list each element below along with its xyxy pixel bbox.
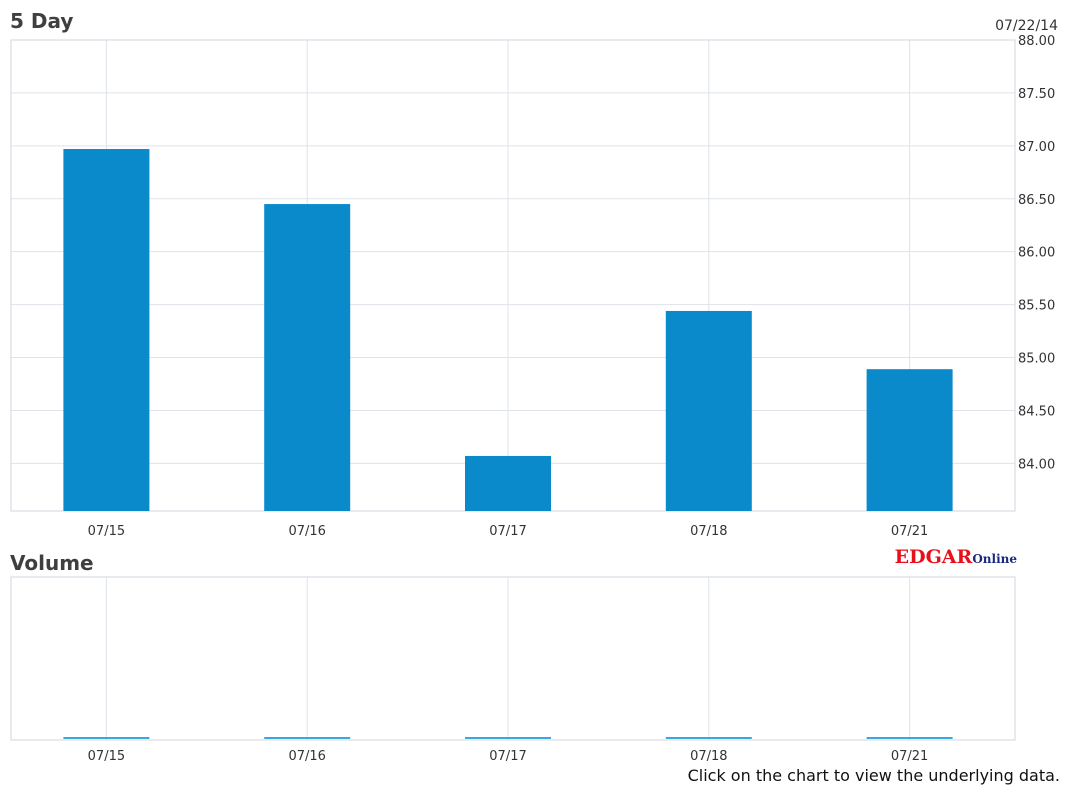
price-x-tick-label: 07/16 — [288, 524, 325, 539]
volume-chart-title: Volume — [10, 551, 94, 575]
volume-x-tick-label: 07/17 — [489, 749, 526, 764]
price-y-tick-label: 85.50 — [1018, 299, 1055, 314]
price-plot-frame — [10, 39, 1016, 512]
edgar-logo-text: EDGAR — [895, 546, 973, 568]
price-y-axis: 88.00 87.50 87.00 86.50 86.00 85.50 85.00 84.50… — [1018, 34, 1055, 472]
price-chart-title: 5 Day — [10, 9, 73, 33]
volume-x-tick-label: 07/16 — [288, 749, 325, 764]
price-bars[interactable] — [63, 149, 953, 511]
volume-x-tick-label: 07/15 — [88, 749, 125, 764]
price-bar-07-17[interactable] — [465, 455, 551, 511]
volume-bars[interactable] — [63, 737, 953, 739]
price-y-tick-label: 88.00 — [1018, 34, 1055, 49]
price-bar-07-21[interactable] — [866, 369, 953, 511]
price-y-tick-label: 86.00 — [1018, 246, 1055, 261]
chart-footnote: Click on the chart to view the underlyin… — [687, 766, 1060, 785]
online-logo-text: Online — [972, 552, 1017, 566]
price-y-tick-label: 84.50 — [1018, 404, 1055, 419]
volume-x-tick-label: 07/18 — [690, 749, 727, 764]
price-bar-07-16[interactable] — [264, 204, 351, 511]
price-gridlines — [11, 39, 1015, 511]
price-x-tick-label: 07/21 — [891, 524, 928, 539]
volume-x-tick-label: 07/21 — [891, 749, 928, 764]
volume-bar-07-16[interactable] — [264, 737, 351, 739]
volume-bar-07-17[interactable] — [465, 737, 551, 739]
price-x-axis: 07/15 07/16 07/17 07/18 07/21 — [88, 524, 929, 539]
price-y-tick-label: 87.00 — [1018, 140, 1055, 155]
edgar-online-logo: EDGAROnline — [895, 546, 1018, 568]
volume-bar-07-21[interactable] — [866, 737, 953, 739]
price-x-tick-label: 07/18 — [690, 524, 727, 539]
price-y-tick-label: 86.50 — [1018, 193, 1055, 208]
volume-x-axis: 07/15 07/16 07/17 07/18 07/21 — [88, 749, 929, 764]
volume-bar-07-18[interactable] — [665, 737, 752, 739]
price-bar-07-15[interactable] — [63, 149, 150, 511]
price-y-tick-label: 84.00 — [1018, 457, 1055, 472]
price-x-tick-label: 07/17 — [489, 524, 526, 539]
volume-bar-07-15[interactable] — [63, 737, 150, 739]
volume-plot-frame — [10, 576, 1016, 741]
price-y-tick-label: 87.50 — [1018, 87, 1055, 102]
price-x-tick-label: 07/15 — [88, 524, 125, 539]
price-bar-07-18[interactable] — [665, 310, 752, 511]
price-y-tick-label: 85.00 — [1018, 352, 1055, 367]
volume-gridlines — [105, 577, 911, 740]
svg-text:EDGAROnline: EDGAROnline — [895, 546, 1018, 568]
chart-date: 07/22/14 — [995, 18, 1058, 34]
